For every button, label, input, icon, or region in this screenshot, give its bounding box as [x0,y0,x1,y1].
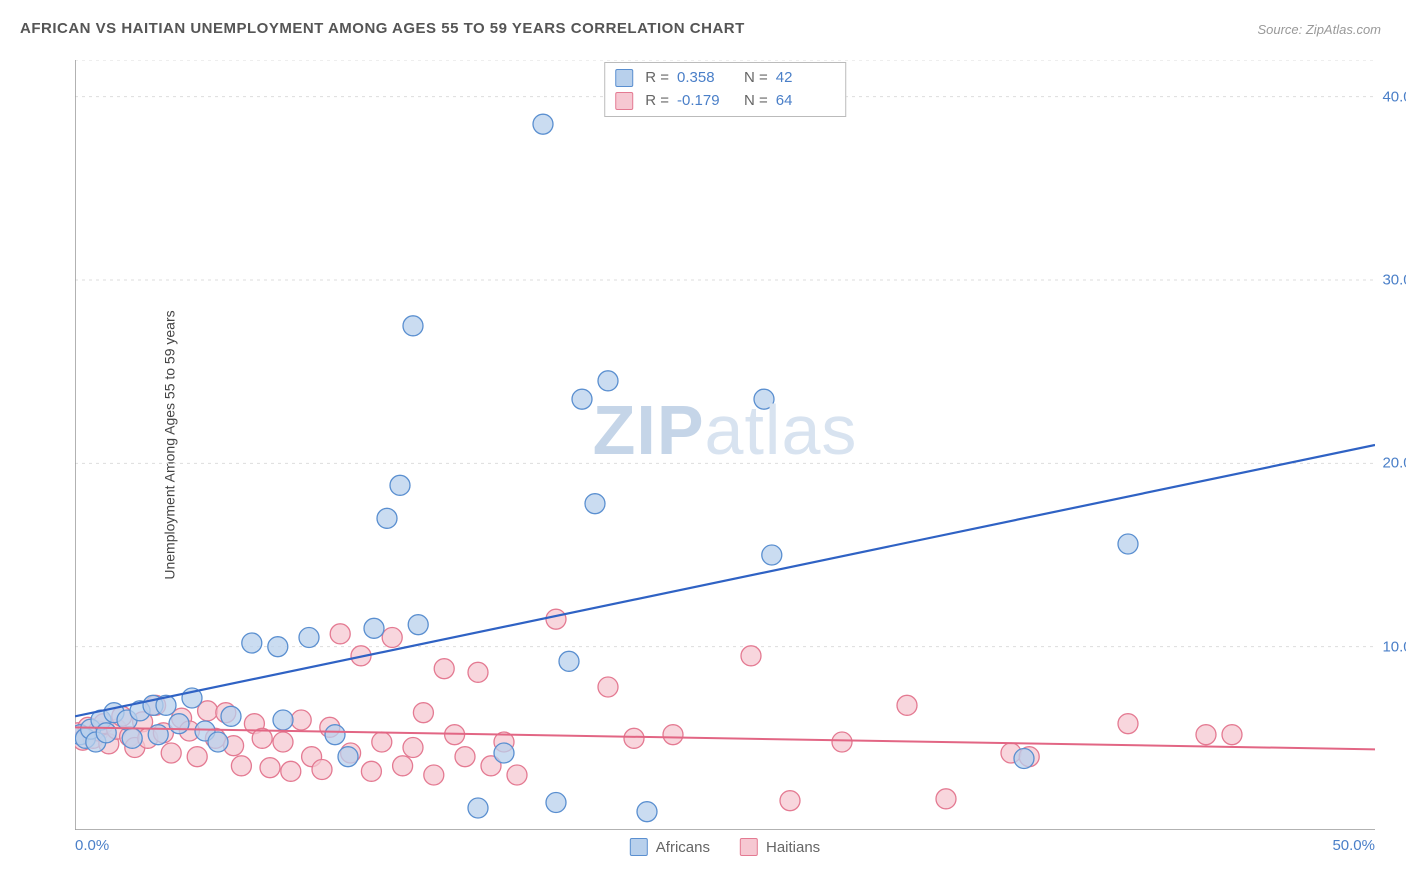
legend-label-haitians: Haitians [766,839,820,856]
stats-row-africans: R = 0.358 N = 42 [615,67,831,90]
n-value-africans: 42 [776,67,831,90]
r-value-haitians: -0.179 [677,90,732,113]
source-label: Source: ZipAtlas.com [1257,22,1381,37]
swatch-africans-icon [615,69,633,87]
legend-item-africans: Africans [630,838,710,856]
r-label: R = [645,90,669,113]
y-tick-label: 30.0% [1382,272,1406,289]
x-tick-label: 0.0% [75,837,109,854]
swatch-haitians-icon [740,838,758,856]
legend-label-africans: Africans [656,839,710,856]
scatter-svg [75,60,1375,830]
bottom-legend: Africans Haitians [630,838,820,856]
x-tick-label: 50.0% [1332,837,1375,854]
legend-item-haitians: Haitians [740,838,820,856]
y-tick-label: 10.0% [1382,638,1406,655]
chart-area: Unemployment Among Ages 55 to 59 years Z… [50,60,1380,830]
plot-region: ZIPatlas R = 0.358 N = 42 R = -0.179 N =… [75,60,1375,830]
n-label: N = [744,67,768,90]
n-value-haitians: 64 [776,90,831,113]
swatch-haitians-icon [615,92,633,110]
y-tick-label: 20.0% [1382,455,1406,472]
y-tick-label: 40.0% [1382,88,1406,105]
chart-title: AFRICAN VS HAITIAN UNEMPLOYMENT AMONG AG… [20,20,745,37]
r-value-africans: 0.358 [677,67,732,90]
stats-box: R = 0.358 N = 42 R = -0.179 N = 64 [604,62,846,117]
swatch-africans-icon [630,838,648,856]
n-label: N = [744,90,768,113]
stats-row-haitians: R = -0.179 N = 64 [615,90,831,113]
r-label: R = [645,67,669,90]
